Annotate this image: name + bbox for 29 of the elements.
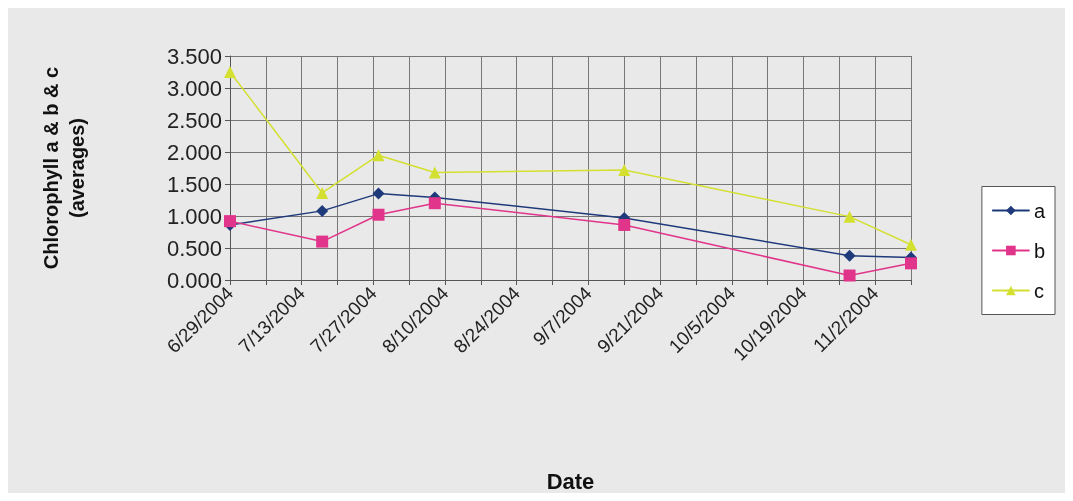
y-tick-label: 3.000 bbox=[166, 75, 222, 101]
y-tick-label: 0.000 bbox=[166, 267, 222, 293]
y-tick-label: 1.000 bbox=[166, 203, 222, 229]
point bbox=[905, 257, 917, 270]
point bbox=[618, 163, 631, 176]
point bbox=[843, 269, 856, 282]
y-tick-label: 3.500 bbox=[166, 43, 222, 69]
point bbox=[316, 204, 329, 217]
point bbox=[843, 210, 856, 223]
y-tick-label: 0.500 bbox=[166, 235, 222, 261]
legend-label: c bbox=[1033, 279, 1044, 302]
point bbox=[224, 66, 236, 78]
point bbox=[843, 249, 856, 262]
x-axis-title: Date bbox=[546, 468, 595, 494]
point bbox=[372, 187, 385, 200]
point bbox=[428, 166, 441, 179]
point bbox=[428, 197, 441, 210]
y-tick-label: 1.500 bbox=[166, 171, 222, 197]
point bbox=[905, 238, 917, 251]
y-tick-label: 2.500 bbox=[166, 107, 222, 133]
point bbox=[316, 186, 329, 199]
point bbox=[618, 218, 631, 231]
legend-label: a bbox=[1033, 199, 1046, 222]
point bbox=[372, 208, 385, 221]
point bbox=[316, 235, 329, 248]
y-axis-title: Chlorophyll a & b & c (averages) bbox=[40, 66, 88, 270]
legend-label: b bbox=[1033, 239, 1045, 262]
y-tick-label: 2.000 bbox=[166, 139, 222, 165]
point bbox=[372, 149, 385, 162]
